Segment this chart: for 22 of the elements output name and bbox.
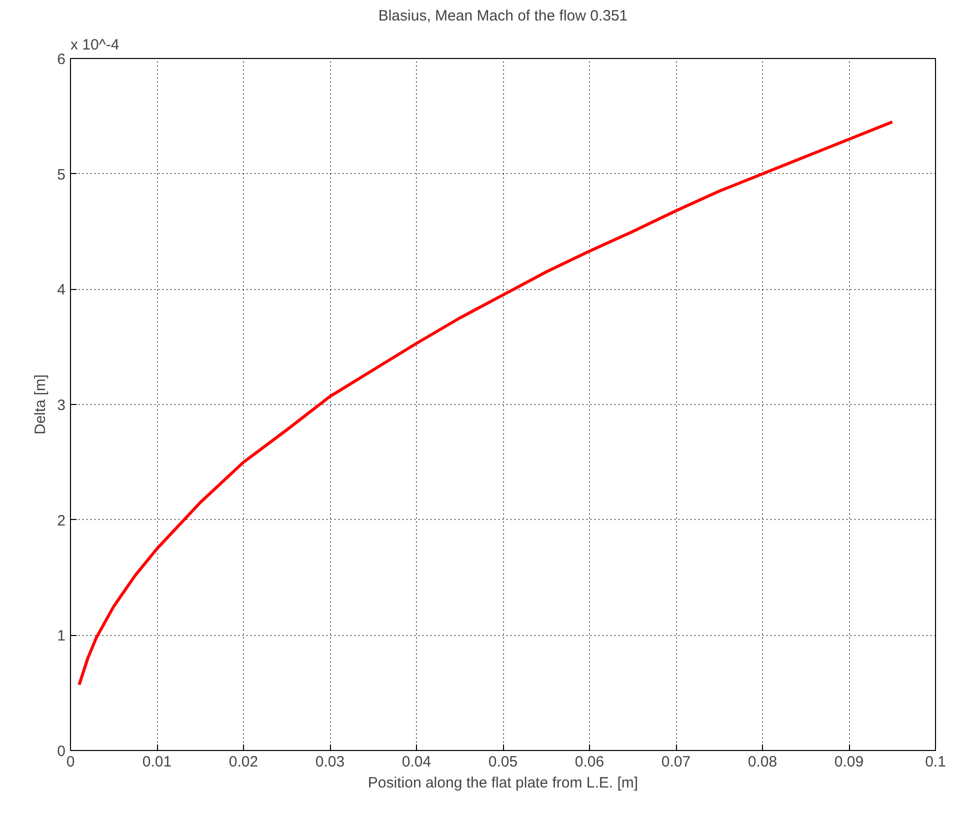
x-tick-label: 0.08 — [748, 754, 778, 770]
x-tick-label: 0.03 — [315, 754, 345, 770]
y-axis-title: Delta [m] — [32, 374, 50, 435]
y-tick-label: 5 — [57, 166, 66, 184]
x-axis-title: Position along the flat plate from L.E. [m] — [368, 774, 638, 792]
y-tick-label: 0 — [57, 743, 66, 760]
line-series — [78, 120, 894, 686]
x-tick-label: 0.02 — [228, 754, 258, 770]
chart-title: Blasius, Mean Mach of the flow 0.351 — [378, 8, 628, 24]
x-tick-label: 0.07 — [661, 754, 691, 770]
y-tick-label: 1 — [57, 628, 66, 645]
y-tick-label: 3 — [57, 397, 66, 414]
y-tick-label: 4 — [57, 282, 66, 299]
x-tick-label: 0.06 — [574, 754, 604, 770]
y-tick-label: 6 — [57, 51, 66, 68]
x-tick-label: 0.05 — [488, 754, 518, 770]
x-tick-label: 0.1 — [925, 754, 946, 770]
x-tick-label: 0.01 — [142, 754, 172, 770]
y-tick-label: 2 — [57, 512, 66, 530]
x-tick-label: 0.04 — [402, 754, 432, 770]
x-tick-label: 0.09 — [834, 754, 864, 770]
text: x 10^-4 — [70, 36, 120, 54]
